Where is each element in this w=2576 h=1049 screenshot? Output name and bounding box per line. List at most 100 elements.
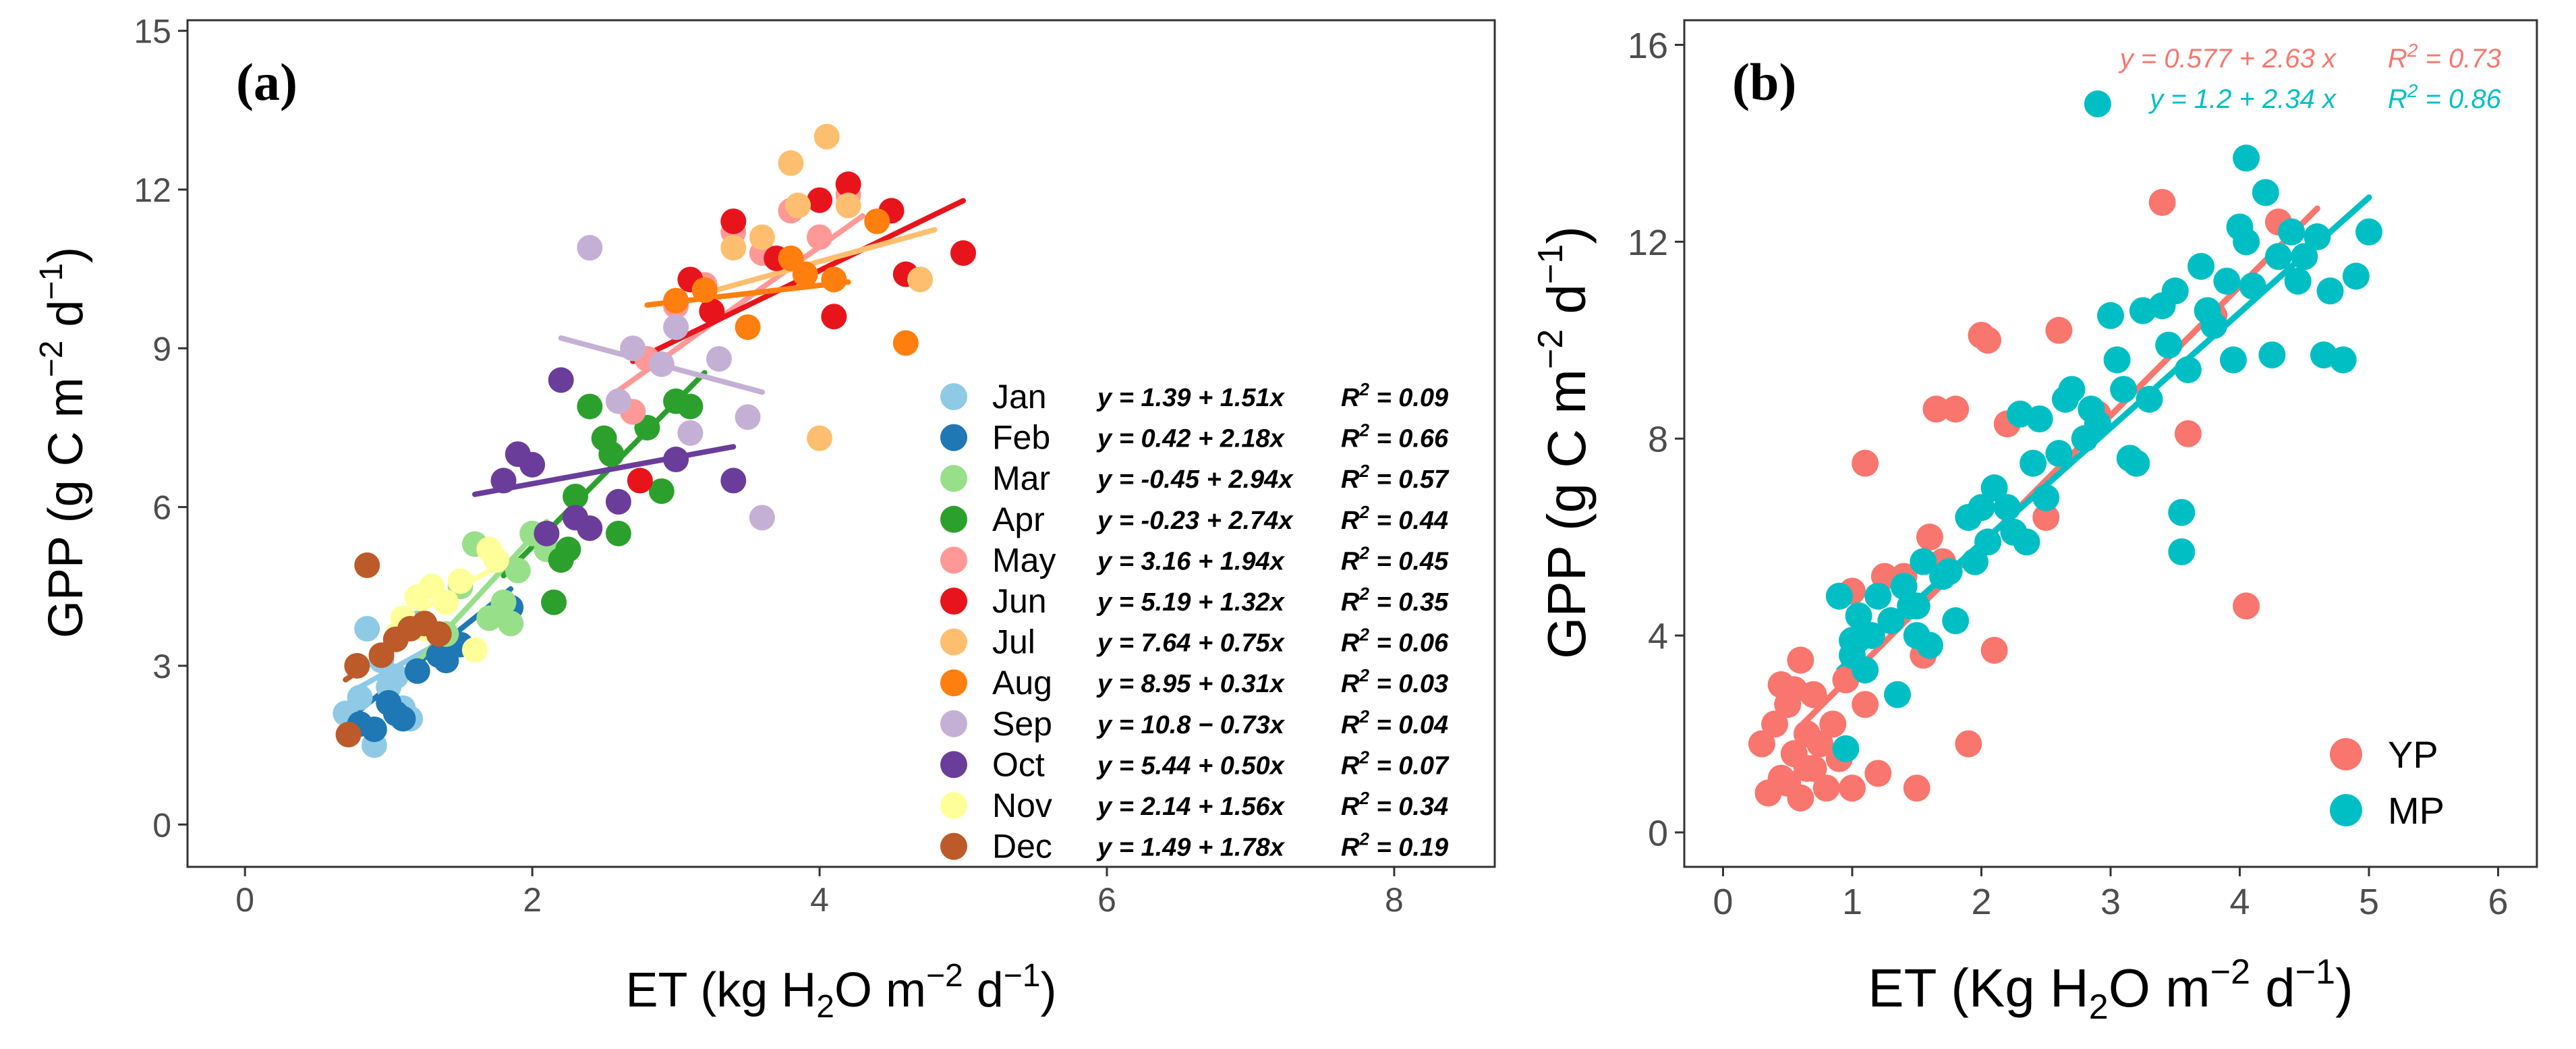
x-tick-label: 4	[2229, 882, 2250, 922]
equation-yp: y = 0.577 + 2.63 x	[2118, 44, 2337, 74]
point-dec	[335, 721, 362, 747]
point-dec	[426, 621, 452, 647]
point-jan	[347, 685, 373, 710]
legend-key-aug	[940, 669, 967, 697]
panel-b-y-ticks: 0 4 8 12 16	[1628, 26, 1684, 853]
point-mp	[2136, 385, 2163, 413]
r2-value-jan: = 0.09	[1369, 384, 1448, 412]
r2-feb: R2 = 0.66	[1341, 420, 1449, 453]
y-tick-label: 8	[1648, 420, 1668, 460]
panel-b-legend: YP MP	[2330, 733, 2444, 832]
panel-a: (a) 0 2 4 6 8 0 3 6 9 12 15 Jan y = 1.39 + 1.51x R2…	[34, 13, 1496, 1025]
r2-value-feb: = 0.66	[1369, 425, 1449, 453]
point-mp	[2084, 90, 2111, 118]
panel-b-equations: y = 0.577 + 2.63 x R2 = 0.73 y = 1.2 + 2.3…	[2118, 40, 2502, 114]
point-jun	[720, 208, 747, 235]
legend-label-dec: Dec	[992, 828, 1052, 866]
point-oct	[534, 520, 560, 546]
panel-a-legend: Jan y = 1.39 + 1.51x R2 = 0.09 Feb y = 0.42 …	[940, 378, 1450, 866]
point-jun	[950, 240, 977, 266]
x-tick-label: 4	[810, 881, 829, 919]
legend-key-yp	[2330, 738, 2362, 770]
point-yp	[1793, 755, 1821, 783]
legend-label-sep: Sep	[992, 705, 1052, 743]
r2-value-yp: = 0.73	[2417, 44, 2500, 74]
point-feb	[404, 658, 430, 684]
r2-value-nov: = 0.34	[1369, 793, 1448, 821]
point-mp	[1903, 592, 1930, 620]
point-mp	[2329, 346, 2357, 374]
y-tick-label: 0	[1648, 813, 1668, 853]
point-mp	[1910, 548, 1937, 575]
point-sep	[605, 388, 631, 414]
panel-b-label: (b)	[1732, 53, 1796, 111]
point-yp	[1903, 774, 1930, 802]
point-mp	[1942, 607, 1970, 635]
point-mp	[1980, 474, 2008, 502]
r2-value-oct: = 0.07	[1369, 752, 1450, 780]
panel-a-points	[333, 123, 977, 758]
r2-value-may: = 0.45	[1369, 547, 1449, 575]
point-mp	[2187, 252, 2215, 280]
legend-key-may	[940, 546, 967, 574]
point-mp	[2161, 277, 2189, 305]
point-aug	[663, 287, 689, 314]
point-jun	[627, 467, 653, 494]
equation-mar: y = -0.45 + 2.94x	[1096, 465, 1294, 494]
r2-apr: R2 = 0.44	[1341, 502, 1448, 535]
x-tick-label: 6	[2488, 882, 2509, 922]
equation-jul: y = 7.64 + 0.75x	[1096, 629, 1286, 658]
equation-dec: y = 1.49 + 1.78x	[1096, 834, 1286, 862]
point-yp	[2148, 188, 2176, 216]
panel-a-x-ticks: 0 2 4 6 8	[235, 867, 1404, 919]
point-jun	[807, 187, 833, 213]
panel-a-y-axis-label: GPP (g C m−2 d−1)	[34, 247, 93, 638]
point-mp	[2316, 277, 2344, 305]
point-aug	[892, 330, 919, 356]
point-mp	[1974, 528, 2002, 556]
point-mp	[2239, 273, 2266, 300]
x-tick-label: 5	[2359, 882, 2379, 922]
point-sep	[663, 314, 689, 340]
equation-nov: y = 2.14 + 1.56x	[1096, 793, 1286, 821]
point-apr	[555, 536, 581, 563]
point-yp	[1806, 730, 1834, 758]
point-mp	[2200, 312, 2228, 339]
point-mp	[2303, 223, 2331, 251]
point-jul	[835, 192, 861, 219]
equation-oct: y = 5.44 + 0.50x	[1096, 752, 1286, 780]
legend-key-mar	[940, 465, 967, 492]
equation-sep: y = 10.8 − 0.73x	[1096, 711, 1286, 739]
point-oct	[563, 505, 589, 531]
y-tick-label: 12	[134, 171, 171, 209]
equation-jan: y = 1.39 + 1.51x	[1096, 384, 1286, 412]
point-apr	[598, 441, 625, 467]
fit-line-yp	[1797, 205, 2320, 730]
point-yp	[1767, 764, 1795, 792]
point-mp	[2355, 218, 2383, 246]
r2-value-apr: = 0.44	[1369, 507, 1448, 535]
point-aug	[792, 261, 818, 287]
equation-mp: y = 1.2 + 2.34 x	[2148, 84, 2337, 114]
equation-jun: y = 5.19 + 1.32x	[1096, 588, 1286, 617]
point-yp	[2233, 592, 2260, 620]
x-tick-label: 8	[1385, 881, 1404, 919]
equation-apr: y = -0.23 + 2.74x	[1096, 507, 1294, 535]
r2-value-jun: = 0.35	[1369, 588, 1449, 617]
legend-key-sep	[940, 710, 967, 737]
point-sep	[577, 235, 603, 261]
r2-value-mar: = 0.57	[1369, 465, 1450, 494]
legend-key-jun	[940, 588, 967, 615]
point-mp	[2020, 449, 2047, 477]
panel-a-label: (a)	[236, 53, 297, 111]
point-oct	[490, 467, 517, 494]
point-sep	[677, 420, 704, 446]
point-oct	[605, 488, 631, 515]
point-yp	[1922, 395, 1950, 423]
x-tick-label: 0	[1713, 882, 1733, 922]
r2-nov: R2 = 0.34	[1341, 788, 1448, 821]
point-yp	[1955, 730, 1982, 758]
point-mp	[1961, 548, 1988, 575]
x-tick-label: 1	[1842, 882, 1862, 922]
